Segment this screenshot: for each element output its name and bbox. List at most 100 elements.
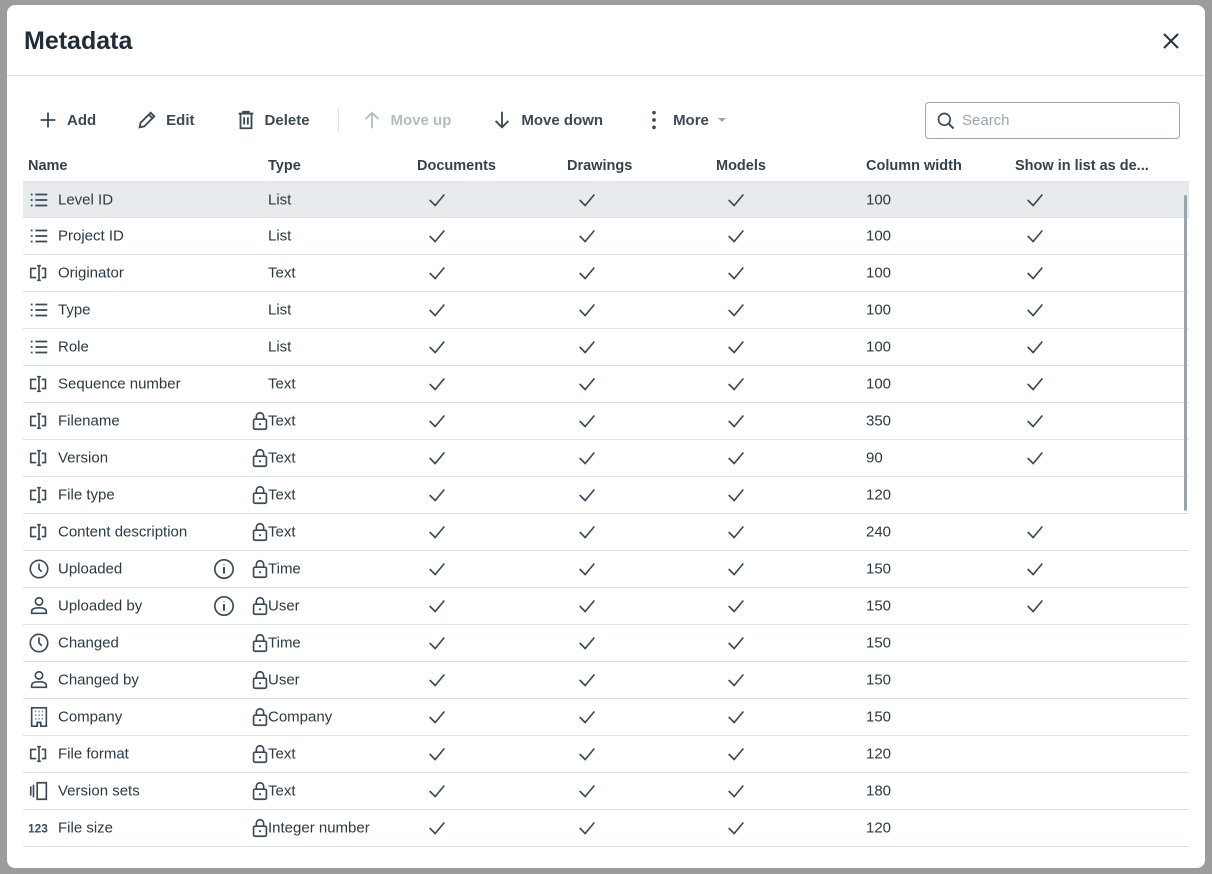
documents-check-icon: [429, 377, 445, 391]
table-row[interactable]: Sequence number Text 100: [23, 366, 1189, 403]
table-row[interactable]: Project ID List 100: [23, 218, 1189, 255]
field-name: File format: [58, 745, 129, 763]
drawings-check-icon: [579, 636, 595, 650]
table-row[interactable]: Version sets Text 180: [23, 773, 1189, 810]
table-row[interactable]: Uploaded Time 150: [23, 551, 1189, 588]
info-icon[interactable]: [213, 558, 235, 580]
search-input[interactable]: [962, 112, 1162, 129]
field-name: Level ID: [58, 191, 114, 208]
delete-button[interactable]: Delete: [235, 109, 310, 131]
list-icon: [30, 303, 48, 317]
documents-check-icon: [429, 821, 445, 835]
close-icon[interactable]: [1159, 29, 1183, 53]
column-width-value: 120: [866, 745, 892, 763]
scrollbar[interactable]: [1184, 195, 1187, 511]
move-down-button[interactable]: Move down: [491, 109, 603, 131]
field-name: Project ID: [58, 227, 124, 245]
documents-check-icon: [429, 414, 445, 428]
column-header-name[interactable]: Name: [28, 158, 68, 174]
field-name: Version: [58, 449, 109, 467]
field-name: Company: [58, 708, 123, 726]
show-in-list-check-icon: [1027, 193, 1043, 207]
info-icon[interactable]: [213, 595, 235, 617]
column-width-value: 150: [866, 708, 892, 726]
field-type: List: [268, 301, 292, 319]
field-name: Sequence number: [58, 375, 181, 393]
lock-icon: [252, 744, 268, 764]
edit-button[interactable]: Edit: [136, 109, 195, 131]
field-name: Filename: [58, 412, 120, 430]
models-check-icon: [728, 451, 744, 465]
table-row[interactable]: Changed Time 150: [23, 625, 1189, 662]
drawings-check-icon: [579, 599, 595, 613]
table-row[interactable]: File format Text 120: [23, 736, 1189, 773]
clock-icon: [29, 633, 49, 653]
models-check-icon: [728, 747, 744, 761]
table-row[interactable]: File type Text 120: [23, 477, 1189, 514]
column-width-value: 150: [866, 560, 892, 578]
documents-check-icon: [429, 229, 445, 243]
table-row[interactable]: Role List 100: [23, 329, 1189, 366]
table-row[interactable]: Originator Text 100: [23, 255, 1189, 292]
table-header: Name Type Documents Drawings Models Colu…: [23, 151, 1189, 181]
table-row[interactable]: Company Company 150: [23, 699, 1189, 736]
divider: [7, 75, 1205, 76]
documents-check-icon: [429, 784, 445, 798]
list-icon: [30, 340, 48, 354]
add-button[interactable]: Add: [37, 109, 96, 131]
field-type: Text: [268, 782, 296, 800]
drawings-check-icon: [579, 414, 595, 428]
field-type: Text: [268, 745, 296, 763]
table-row[interactable]: Uploaded by User 150: [23, 588, 1189, 625]
plus-icon: [40, 112, 56, 128]
table-row[interactable]: Version Text 90: [23, 440, 1189, 477]
drawings-check-icon: [579, 562, 595, 576]
drawings-check-icon: [579, 340, 595, 354]
column-header-column-width[interactable]: Column width: [866, 158, 962, 174]
drawings-check-icon: [579, 303, 595, 317]
lock-icon: [252, 670, 268, 690]
show-in-list-check-icon: [1027, 562, 1043, 576]
show-in-list-check-icon: [1027, 414, 1043, 428]
drawings-check-icon: [579, 377, 595, 391]
documents-check-icon: [429, 340, 445, 354]
drawings-check-icon: [579, 747, 595, 761]
lock-icon: [252, 781, 268, 801]
arrow-up-icon: [364, 111, 379, 129]
drawings-check-icon: [579, 821, 595, 835]
table-row[interactable]: Changed by User 150: [23, 662, 1189, 699]
field-type: Text: [268, 264, 296, 282]
list-icon: [30, 229, 48, 243]
table-row[interactable]: 123 File size Integer number 120: [23, 810, 1189, 847]
trash-icon: [238, 110, 253, 130]
field-name: Changed by: [58, 671, 139, 689]
column-header-show-in-list[interactable]: Show in list as de...: [1015, 158, 1149, 174]
toolbar-separator: [337, 108, 339, 132]
arrow-down-icon: [495, 111, 510, 129]
table-row[interactable]: Content description Text 240: [23, 514, 1189, 551]
show-in-list-check-icon: [1027, 599, 1043, 613]
table-row[interactable]: Type List 100: [23, 292, 1189, 329]
column-header-drawings[interactable]: Drawings: [567, 158, 633, 174]
text-icon: [29, 523, 47, 541]
move-up-button[interactable]: Move up: [361, 109, 451, 131]
search-box[interactable]: [925, 102, 1180, 139]
field-type: Company: [268, 708, 333, 726]
column-header-type[interactable]: Type: [268, 158, 301, 174]
field-type: List: [268, 191, 292, 208]
drawings-check-icon: [579, 710, 595, 724]
documents-check-icon: [429, 599, 445, 613]
column-header-models[interactable]: Models: [716, 158, 766, 174]
table-row[interactable]: Level ID List 100: [23, 181, 1189, 218]
metadata-table: Name Type Documents Drawings Models Colu…: [23, 151, 1189, 847]
column-header-documents[interactable]: Documents: [417, 158, 496, 174]
table-row[interactable]: Filename Text 350: [23, 403, 1189, 440]
text-icon: [29, 486, 47, 504]
models-check-icon: [728, 303, 744, 317]
lock-icon: [252, 411, 268, 431]
documents-check-icon: [429, 193, 445, 207]
text-icon: [29, 412, 47, 430]
field-name: Originator: [58, 264, 124, 282]
field-type: Text: [268, 486, 296, 504]
more-button[interactable]: More: [643, 109, 727, 131]
